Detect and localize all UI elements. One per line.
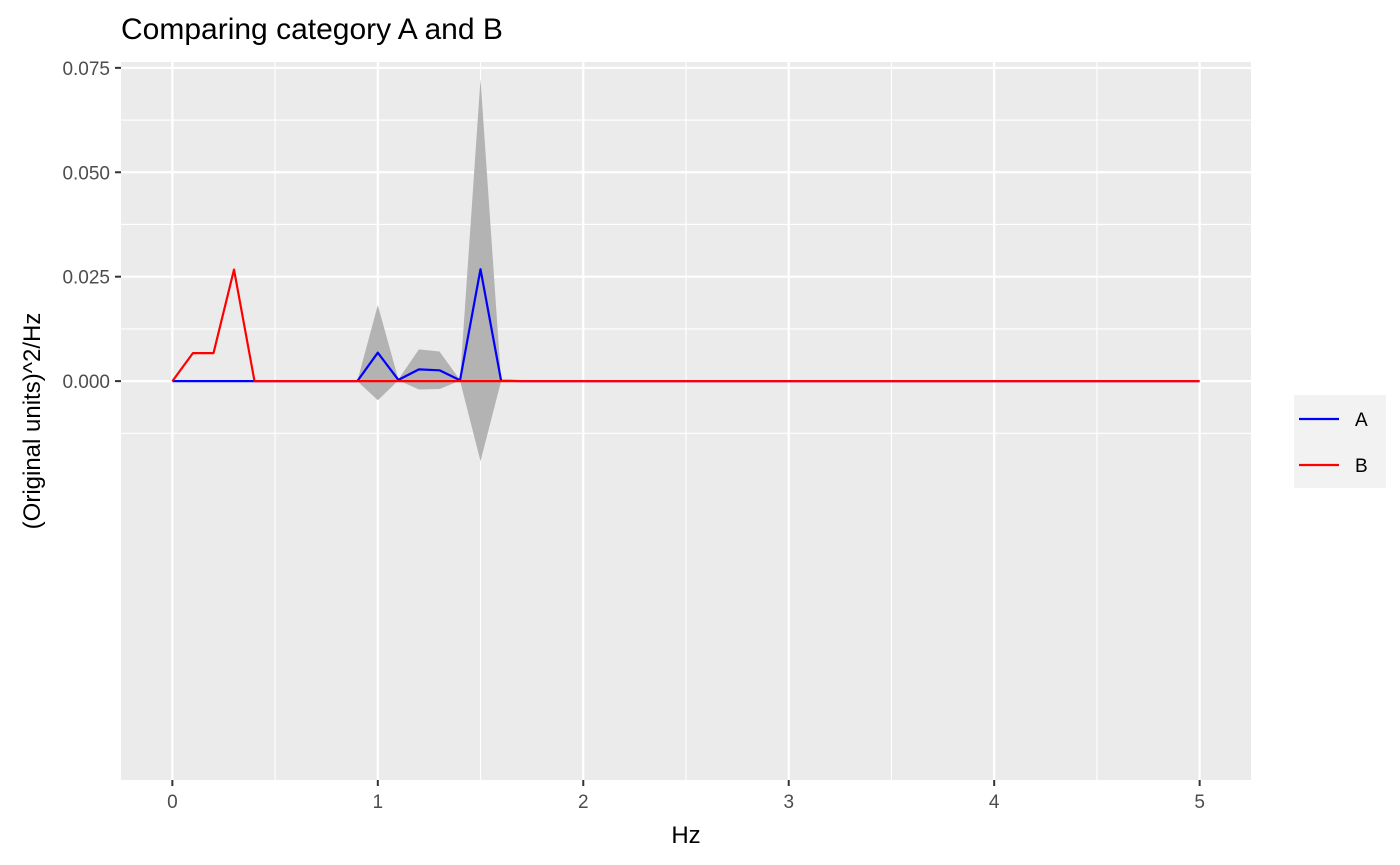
x-axis-title: Hz <box>671 822 700 849</box>
x-tick-label: 0 <box>167 792 178 813</box>
x-axis: 0 1 2 3 4 5 <box>167 780 1205 813</box>
legend-label-b: B <box>1355 456 1368 477</box>
x-tick-label: 5 <box>1194 792 1205 813</box>
y-tick-label: 0.050 <box>62 163 110 184</box>
series-line-b <box>171 268 1200 383</box>
series-layer <box>171 268 1200 383</box>
legend-label-a: A <box>1355 410 1368 431</box>
y-tick-label: 0.025 <box>62 268 110 289</box>
legend-background <box>1294 395 1386 488</box>
x-tick-label: 4 <box>989 792 1000 813</box>
x-tick-label: 2 <box>578 792 589 813</box>
chart-title: Comparing category A and B <box>121 13 503 46</box>
x-tick-label: 1 <box>373 792 384 813</box>
y-tick-label: 0.075 <box>62 59 110 80</box>
ribbon-layer <box>172 79 1200 462</box>
x-tick-label: 3 <box>783 792 794 813</box>
y-tick-label: 0.000 <box>62 372 110 393</box>
confidence-ribbon <box>172 79 1200 462</box>
y-axis: 0.000 0.025 0.050 0.075 <box>62 59 121 393</box>
y-axis-title: (Original units)^2/Hz <box>19 313 46 530</box>
legend: AB <box>1294 395 1386 488</box>
